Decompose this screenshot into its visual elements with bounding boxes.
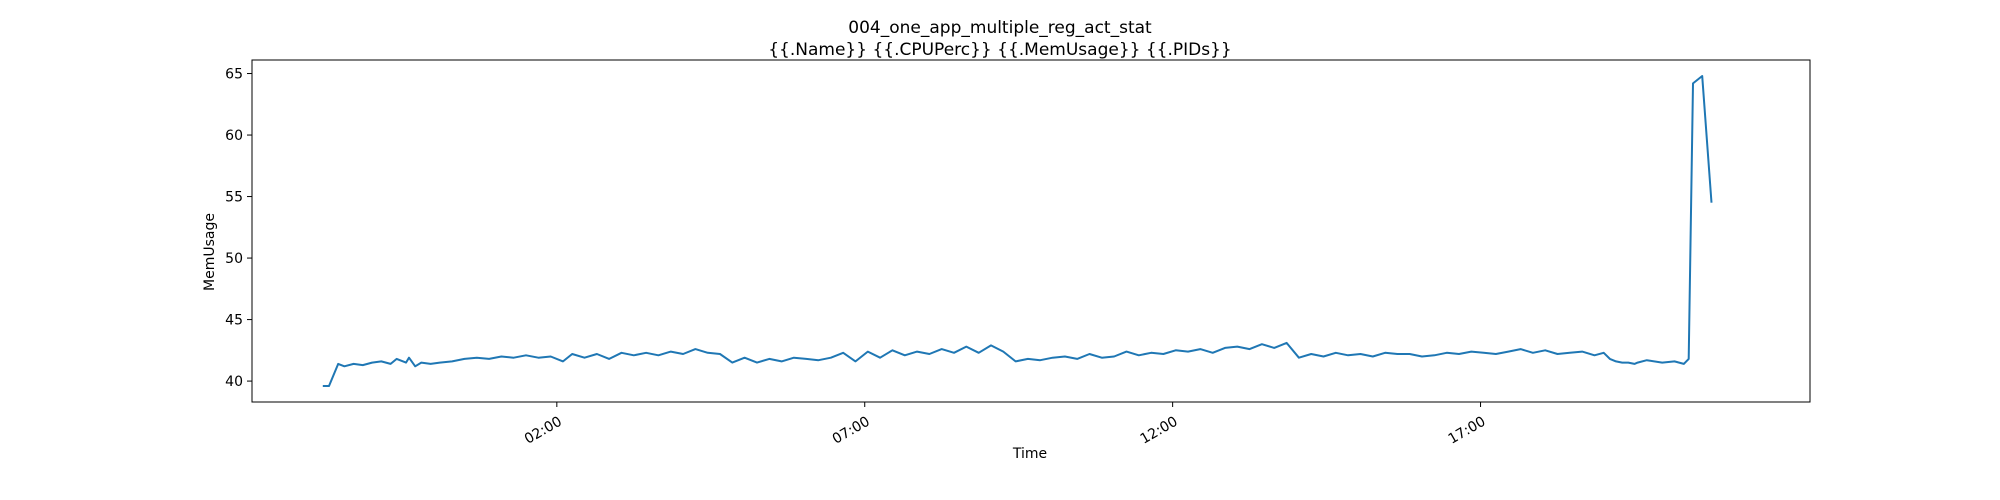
y-tick-label: 60 [225, 128, 243, 144]
x-tick-label: 17:00 [1446, 414, 1489, 448]
plot-area: 40 45 50 55 60 65 02:00 07:00 12:00 17:00 [225, 59, 1811, 448]
series-line [322, 75, 1713, 387]
chart-subtitle: {{.Name}} {{.CPUPerc}} {{.MemUsage}} {{.… [768, 40, 1232, 60]
y-axis-label: MemUsage [202, 213, 218, 291]
axes-frame [251, 59, 1811, 403]
y-tick-label: 45 [225, 313, 243, 329]
y-tick-label: 65 [225, 67, 243, 83]
chart-title: 004_one_app_multiple_reg_act_stat [848, 18, 1152, 38]
x-tick-label: 12:00 [1138, 414, 1181, 448]
x-axis-label: Time [1012, 446, 1047, 462]
x-tick-label: 07:00 [830, 414, 873, 448]
y-tick-label: 55 [225, 190, 243, 206]
y-tick-label: 50 [225, 251, 243, 267]
x-tick-label: 02:00 [522, 414, 565, 448]
y-tick-label: 40 [225, 374, 243, 390]
